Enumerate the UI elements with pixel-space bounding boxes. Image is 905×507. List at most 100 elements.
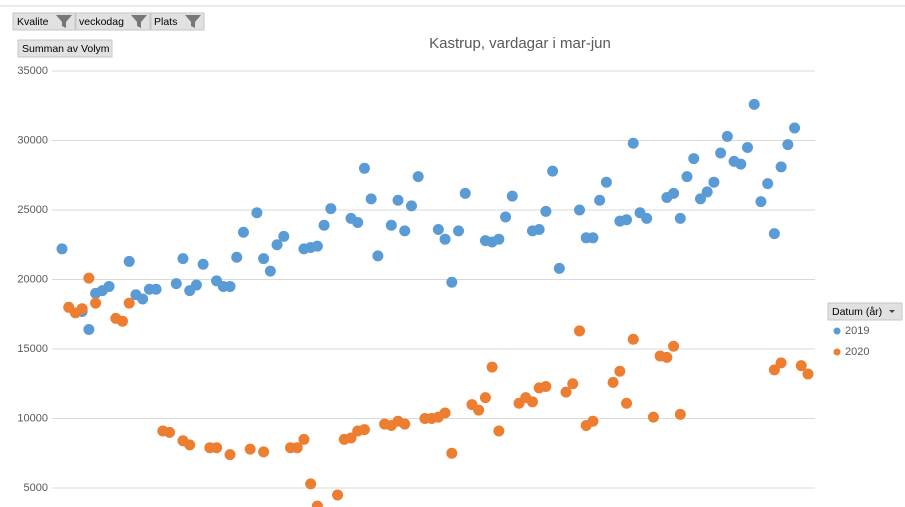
point [486,361,498,373]
point [372,250,384,262]
point [446,276,458,288]
point [271,239,283,251]
point [708,176,720,188]
point [137,293,149,305]
point [244,443,256,455]
value-field-button[interactable] [17,39,113,58]
point [681,171,693,183]
point [641,212,653,224]
point [493,425,505,437]
point [560,386,572,398]
legend-label: 2020 [845,346,869,358]
point [177,253,189,265]
point [123,297,135,309]
point [802,368,814,380]
point [688,153,700,165]
point [318,219,330,231]
filter-label: Plats [154,16,177,28]
point [439,233,451,245]
point [674,408,686,420]
point [291,442,303,454]
y-tick-label: 5000 [24,482,48,494]
point [742,141,754,153]
point [298,433,310,445]
point [775,161,787,173]
point [614,365,626,377]
point [170,278,182,290]
point [694,193,706,205]
legend-title: Datum (år) [832,306,882,318]
point [278,230,290,242]
point [627,333,639,345]
legend-label: 2019 [845,325,869,337]
point [594,194,606,206]
point [264,265,276,277]
point [621,214,633,226]
point [587,415,599,427]
point [789,122,801,134]
point [432,223,444,235]
y-tick-label: 10000 [17,412,48,424]
point [439,407,451,419]
point [150,283,162,295]
point [251,207,263,219]
point [358,162,370,174]
y-tick-label: 30000 [17,134,48,146]
filter-veckodag[interactable]: veckodag [75,12,151,31]
point [768,364,780,376]
point [600,176,612,188]
point [224,280,236,292]
y-tick-label: 35000 [17,65,48,77]
y-tick-label: 15000 [17,343,48,355]
y-tick-label: 25000 [17,204,48,216]
point [547,165,559,177]
point [782,139,794,151]
point [399,418,411,430]
point [540,205,552,217]
point [305,478,317,490]
point [674,212,686,224]
point [224,449,236,461]
point [164,426,176,438]
point [768,228,780,240]
point [668,187,680,199]
point [735,158,747,170]
point [748,98,760,110]
point [621,397,633,409]
point [715,147,727,159]
point [190,279,202,291]
point [311,240,323,252]
point [755,196,767,208]
point [479,392,491,404]
point [647,411,659,423]
y-tick-label: 20000 [17,273,48,285]
point [500,211,512,223]
point [311,500,323,507]
filter-button[interactable] [75,12,151,31]
point [412,171,424,183]
point [83,272,95,284]
point [358,424,370,436]
point [399,225,411,237]
point [553,262,565,274]
point [345,432,357,444]
point [231,251,243,263]
point [123,255,135,267]
dropdown-arrow [889,310,895,313]
point [533,223,545,235]
legend-swatch [833,327,841,335]
point [587,232,599,244]
point [573,204,585,216]
filter-label: Kvalite [17,16,49,28]
point [258,446,270,458]
point [405,200,417,212]
point [775,357,787,369]
point [76,303,88,315]
chart-title: Kastrup, vardagar i mar-jun [429,35,611,52]
point [325,203,337,215]
point [56,243,68,255]
point [83,324,95,336]
point [90,297,102,309]
legend-title-button[interactable] [827,302,903,321]
